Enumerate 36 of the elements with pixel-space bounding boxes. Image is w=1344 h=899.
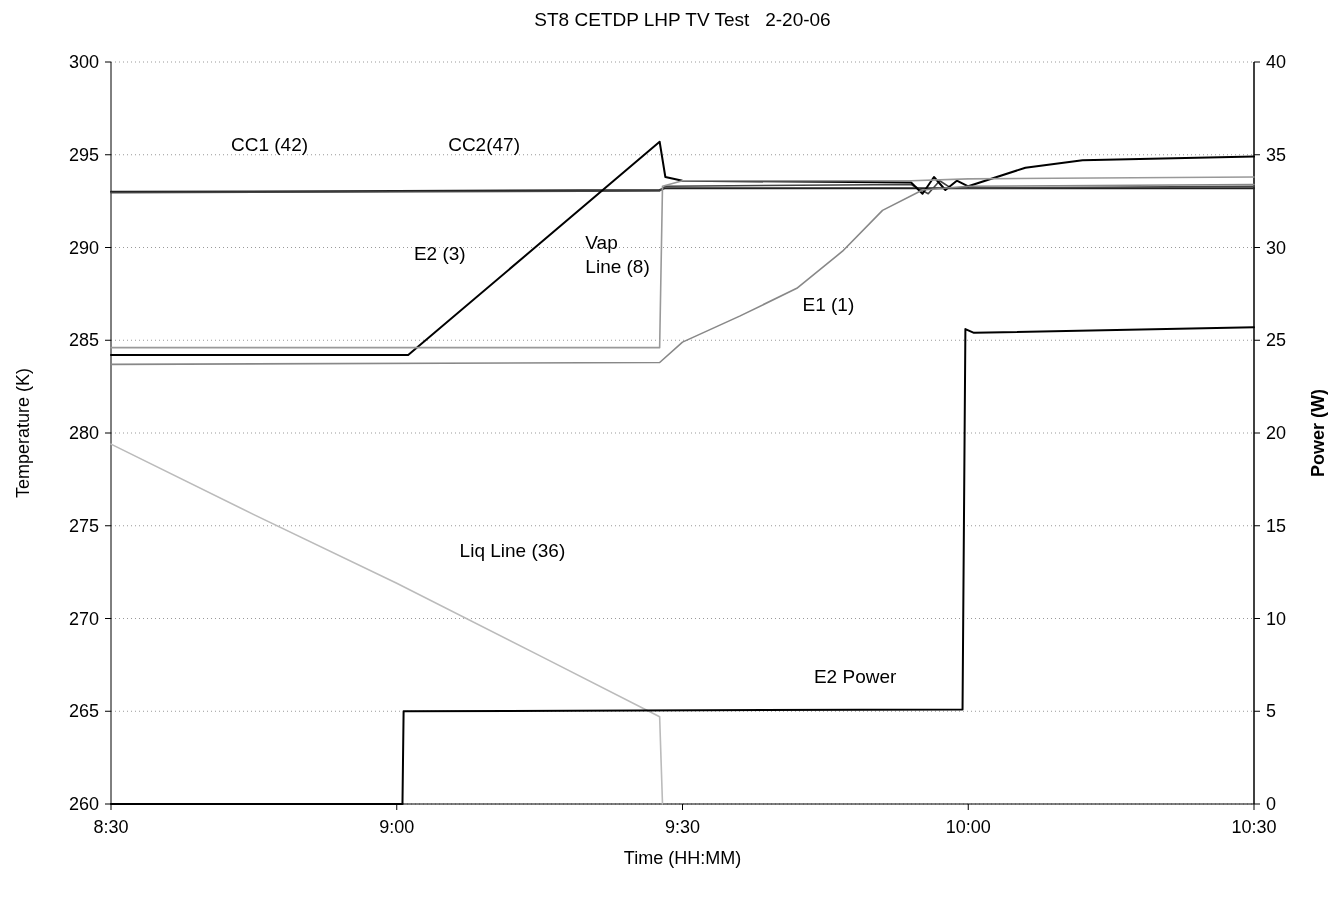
line-series [110, 179, 1255, 195]
y-tick-label: 275 [68, 515, 99, 536]
series-label: E2 Power [813, 666, 897, 688]
series-label: CC2(47) [448, 134, 520, 156]
x-tick-label: 10:00 [945, 817, 991, 837]
y2-tick-label: 0 [1266, 794, 1277, 814]
x-axis-title: Time (HH:MM) [623, 848, 742, 868]
y-axis-title: Temperature (K) [13, 367, 33, 499]
series-label: E1 (1) [802, 293, 855, 315]
y-tick-label: 260 [68, 794, 99, 814]
y2-tick-label: 5 [1266, 701, 1277, 722]
y-tick-label: 290 [68, 237, 99, 258]
y2-tick-label: 15 [1266, 515, 1287, 536]
y2-tick-label: 40 [1266, 52, 1287, 72]
y2-tick-label: 10 [1266, 608, 1287, 629]
x-tick-label: 10:30 [1231, 817, 1277, 837]
series-label: CC1 (42) [231, 134, 309, 156]
text: Liq Line (36) [459, 540, 566, 562]
chart-title: ST8 CETDP LHP TV Test 2-20-06 [534, 9, 831, 30]
y2-tick-label: 35 [1266, 144, 1287, 165]
x-tick-label: 9:00 [379, 817, 415, 837]
x-tick-label: 9:30 [664, 817, 701, 837]
y-tick-label: 295 [68, 144, 99, 165]
y2-axis-title: Power (W) [1308, 389, 1328, 477]
y-tick-label: 280 [68, 423, 99, 443]
y2-tick-label: 30 [1266, 237, 1287, 258]
series-label: Vap Line (8) [585, 232, 650, 278]
y2-tick-label: 20 [1266, 423, 1287, 443]
y-tick-label: 300 [68, 52, 99, 72]
y-tick-label: 270 [68, 608, 99, 629]
y-tick-label: 265 [68, 701, 99, 722]
series-label: E2 (3) [413, 243, 466, 265]
y-tick-label: 285 [68, 330, 99, 351]
y2-tick-label: 25 [1266, 330, 1287, 351]
line-series [110, 443, 664, 805]
x-tick-label: 8:30 [93, 817, 129, 837]
